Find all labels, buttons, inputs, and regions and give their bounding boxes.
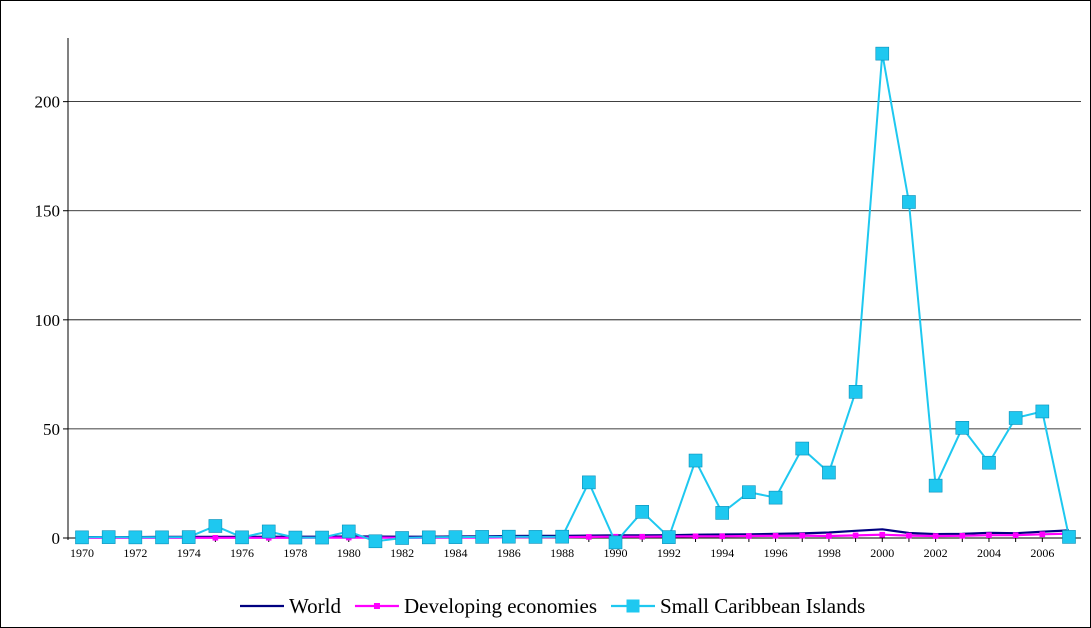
x-tick-label: 1996: [764, 546, 788, 560]
legend-swatch-marker: [373, 603, 380, 609]
data-point: [932, 533, 939, 539]
x-tick-label: 1974: [177, 546, 201, 560]
data-point: [986, 532, 992, 538]
y-tick-label: 200: [35, 93, 61, 112]
x-tick-label: 2006: [1030, 546, 1054, 560]
legend-item: Developing economies: [354, 594, 597, 618]
x-tick-label: 2004: [977, 546, 1001, 560]
data-point: [235, 530, 249, 545]
x-tick-label: 1992: [657, 546, 681, 560]
legend-label: World: [289, 594, 341, 618]
legend-swatch-marker: [626, 599, 640, 613]
data-point: [688, 453, 703, 468]
data-point: [772, 533, 779, 539]
data-point: [502, 529, 516, 544]
data-point: [555, 529, 569, 544]
data-point: [795, 441, 810, 456]
gridlines: [68, 101, 1081, 430]
y-tick-label: 0: [52, 529, 61, 548]
data-point: [715, 506, 730, 520]
x-tick-label: 1972: [123, 546, 147, 560]
x-tick-label: 1984: [443, 546, 467, 560]
data-point: [395, 531, 409, 545]
y-tick-label: 100: [35, 311, 61, 330]
data-point: [928, 478, 943, 493]
data-point: [902, 195, 916, 209]
data-point: [768, 490, 783, 505]
x-tick-label: 2002: [924, 546, 948, 560]
data-point: [582, 475, 596, 490]
data-point: [75, 530, 89, 545]
data-point: [315, 530, 329, 545]
data-point: [852, 532, 859, 539]
data-point: [906, 532, 912, 539]
legend-item: World: [240, 594, 341, 618]
x-tick-label: 1998: [817, 546, 841, 560]
data-point: [639, 533, 645, 540]
data-point: [101, 530, 116, 544]
x-tick-label: 1990: [604, 546, 628, 560]
data-point: [1035, 404, 1050, 419]
x-tick-label: 1994: [710, 546, 734, 560]
data-point: [421, 530, 436, 545]
y-tick-label: 150: [35, 202, 61, 221]
data-point: [448, 530, 463, 544]
data-point: [475, 530, 489, 544]
data-point: [799, 532, 806, 539]
data-point: [959, 533, 966, 539]
data-point: [608, 535, 623, 550]
data-point: [982, 455, 996, 470]
legend: World Developing economies Small Caribbean…: [240, 594, 865, 618]
data-point: [368, 534, 383, 549]
x-tick-label: 1978: [283, 546, 307, 560]
x-tick-label: 1988: [550, 546, 574, 560]
data-point: [719, 533, 726, 540]
data-point: [635, 505, 649, 519]
series-small-caribbean-islands: [75, 46, 1076, 550]
data-point: [1062, 530, 1076, 544]
data-point: [212, 534, 219, 541]
data-point: [692, 533, 699, 540]
x-tick-label: 1982: [390, 546, 414, 560]
legend-item: Small Caribbean Islands: [611, 594, 865, 618]
x-tick-label: 1976: [230, 546, 254, 560]
data-point: [662, 530, 676, 544]
data-point: [955, 421, 970, 435]
data-point: [1008, 411, 1023, 425]
legend-label: Small Caribbean Islands: [660, 594, 865, 618]
data-point: [826, 533, 832, 539]
legend-label: Developing economies: [404, 594, 597, 618]
data-point: [1012, 532, 1019, 538]
x-tick-label: 2000: [870, 546, 894, 560]
data-point: [181, 530, 196, 544]
x-tick-label: 1980: [337, 546, 361, 560]
data-point: [128, 530, 143, 545]
data-point: [746, 533, 752, 539]
data-point: [875, 46, 890, 61]
x-tick-label: 1986: [497, 546, 521, 560]
data-point: [341, 524, 356, 539]
data-point: [261, 524, 276, 539]
data-point: [208, 519, 223, 533]
data-point: [288, 530, 303, 545]
data-point: [586, 534, 592, 540]
data-point: [155, 530, 169, 545]
data-point: [848, 385, 863, 399]
x-tick-label: 1970: [70, 546, 94, 560]
data-point: [1039, 531, 1046, 538]
data-point: [742, 485, 756, 499]
data-point: [528, 530, 543, 544]
data-point: [822, 465, 836, 480]
data-point: [879, 531, 886, 538]
series-layer: [75, 46, 1076, 550]
y-tick-label: 50: [43, 420, 60, 439]
